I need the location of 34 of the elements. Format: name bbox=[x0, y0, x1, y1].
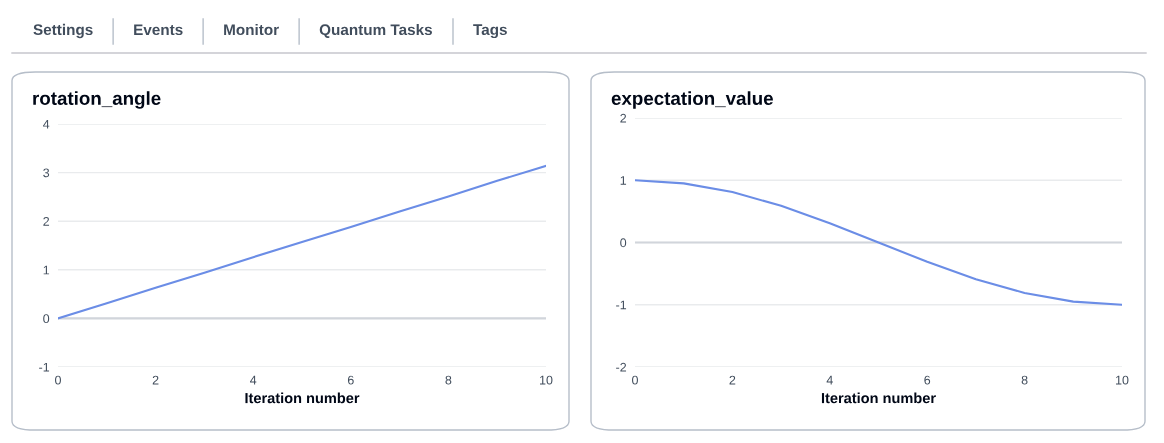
x-tick-label: 0 bbox=[55, 375, 61, 385]
line-series bbox=[635, 179, 1122, 306]
line-series bbox=[58, 164, 546, 320]
y-tick-label: -1 bbox=[39, 362, 50, 372]
x-tick-label: 8 bbox=[445, 375, 452, 385]
x-tick-label: 0 bbox=[632, 375, 638, 385]
y-tick-label: 0 bbox=[43, 314, 50, 324]
chart-title: rotation_angle bbox=[33, 91, 161, 109]
y-tick-label: 2 bbox=[43, 217, 50, 226]
y-tick-label: 1 bbox=[43, 265, 50, 275]
x-tick-label: 2 bbox=[152, 375, 159, 385]
text: Tags bbox=[473, 24, 507, 39]
y-tick-label: 2 bbox=[620, 113, 627, 123]
text: Settings bbox=[33, 23, 93, 39]
x-tick-label: 4 bbox=[250, 375, 257, 385]
y-tick-label: -2 bbox=[616, 362, 627, 372]
x-tick-label: 10 bbox=[540, 375, 553, 385]
y-tick-label: 0 bbox=[620, 238, 627, 248]
y-tick-label: -1 bbox=[616, 300, 627, 310]
x-tick-label: 6 bbox=[347, 375, 354, 385]
y-tick-label: 4 bbox=[43, 119, 50, 129]
x-tick-label: 2 bbox=[729, 375, 736, 385]
x-tick-label: 10 bbox=[1116, 375, 1129, 385]
text: Monitor bbox=[224, 23, 279, 36]
x-axis-title: Iteration number bbox=[245, 392, 360, 404]
text: Quantum Tasks bbox=[319, 23, 432, 38]
x-tick-label: 8 bbox=[1021, 375, 1028, 385]
text: Events bbox=[134, 24, 183, 36]
x-axis-title: Iteration number bbox=[821, 392, 936, 404]
y-tick-label: 3 bbox=[43, 168, 50, 178]
chart-title: expectation_value bbox=[611, 91, 773, 109]
x-tick-label: 4 bbox=[826, 375, 833, 385]
x-tick-label: 6 bbox=[924, 375, 931, 385]
y-tick-label: 1 bbox=[620, 176, 627, 185]
